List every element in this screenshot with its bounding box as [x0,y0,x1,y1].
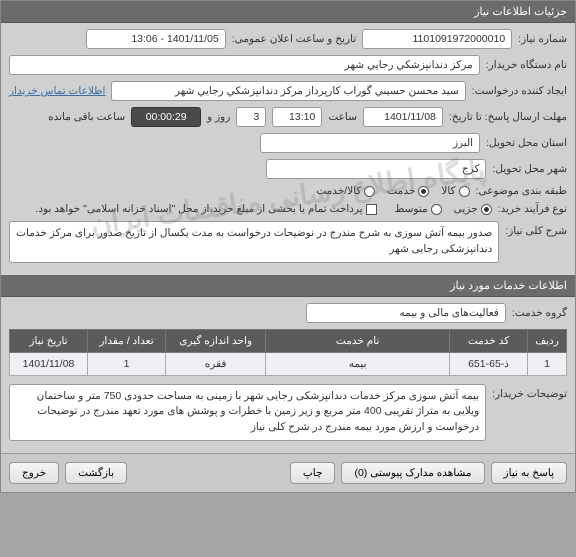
deadline-time: 13:10 [272,107,322,127]
province-value: البرز [260,133,480,153]
col-date: تاریخ نیاز [10,329,88,352]
contact-link[interactable]: اطلاعات تماس خریدار [9,85,105,97]
city-label: شهر محل تحویل: [492,163,567,175]
buyer-notes-value: بیمه آتش سوزی مرکز خدمات دندانپزشکی رجای… [9,384,486,441]
services-area: گروه خدمت: فعالیت‌های مالی و بیمه ردیف ک… [1,297,575,453]
services-table: ردیف کد خدمت نام خدمت واحد اندازه گیری ت… [9,329,567,376]
reply-button[interactable]: پاسخ به نیاز [491,462,567,484]
group-label: گروه خدمت: [512,307,567,319]
creator-label: ایجاد کننده درخواست: [472,85,567,97]
deadline-time-label: ساعت [328,111,357,123]
category-goods-option[interactable]: کالا [441,185,469,197]
col-name: نام خدمت [266,329,450,352]
category-service-option[interactable]: خدمت [387,185,429,197]
col-qty: تعداد / مقدار [88,329,166,352]
need-no-value: 1101091972000010 [362,29,512,49]
announce-label: تاریخ و ساعت اعلان عمومی: [232,33,356,45]
radio-icon [418,186,429,197]
desc-label: شرح کلی نیاز: [505,221,567,237]
form-area: شماره نیاز: 1101091972000010 تاریخ و ساع… [1,23,575,275]
group-value: فعالیت‌های مالی و بیمه [306,303,506,323]
print-button[interactable]: چاپ [290,462,336,484]
process-small-option[interactable]: جزیی [454,203,492,215]
process-small-label: جزیی [454,203,478,215]
process-radio-group: جزیی متوسط [395,203,492,215]
buyer-notes-label: توضیحات خریدار: [492,384,567,400]
col-index: ردیف [528,329,567,352]
deadline-date: 1401/11/08 [363,107,443,127]
cell-qty: 1 [88,352,166,375]
desc-value: صدور بیمه آتش سوزی به شرح مندرج در نوضیح… [9,221,499,263]
radio-icon [481,204,492,215]
spacer [133,462,284,484]
countdown-value: 00:00:29 [131,107,201,127]
category-radio-group: کالا خدمت کالا/خدمت [316,185,469,197]
process-medium-label: متوسط [395,203,428,215]
buyer-value: مركز دندانپزشكي رجايي شهر [9,55,480,75]
col-code: کد خدمت [450,329,528,352]
attachments-button[interactable]: مشاهده مدارک پیوستی (0) [341,462,484,484]
back-button[interactable]: بازگشت [65,462,127,484]
payment-note-item: پرداخت تمام یا بخشی از مبلغ خرید،از محل … [35,203,376,215]
city-value: کرج [266,159,486,179]
buyer-label: نام دستگاه خریدار: [486,59,567,71]
category-label: طبقه بندی موضوعی: [476,185,567,197]
days-label: روز و [207,111,230,123]
table-header-row: ردیف کد خدمت نام خدمت واحد اندازه گیری ت… [10,329,567,352]
cell-unit: فقره [165,352,265,375]
cell-date: 1401/11/08 [10,352,88,375]
deadline-label: مهلت ارسال پاسخ: تا تاریخ: [449,111,567,123]
category-goods-label: کالا [441,185,455,197]
province-label: استان محل تحویل: [486,137,567,149]
days-value: 3 [236,107,266,127]
page-container: پایگاه اطلاع رسانی مناقصات ایران جزئیات … [0,0,576,493]
cell-name: بیمه [266,352,450,375]
radio-icon [431,204,442,215]
checkbox-icon[interactable] [366,204,377,215]
category-both-label: کالا/خدمت [316,185,361,197]
announce-value: 1401/11/05 - 13:06 [86,29,226,49]
services-section-header: اطلاعات خدمات مورد نیاز [1,275,575,297]
process-medium-option[interactable]: متوسط [395,203,442,215]
payment-note-text: پرداخت تمام یا بخشی از مبلغ خرید،از محل … [35,203,362,215]
need-no-label: شماره نیاز: [518,33,567,45]
col-unit: واحد اندازه گیری [165,329,265,352]
creator-value: سيد محسن حسيني گوراب كارپرداز مركز دندان… [111,81,465,101]
cell-code: ذ-65-651 [450,352,528,375]
category-service-label: خدمت [387,185,415,197]
remaining-label: ساعت باقی مانده [48,111,125,123]
table-row[interactable]: 1 ذ-65-651 بیمه فقره 1 1401/11/08 [10,352,567,375]
button-bar: پاسخ به نیاز مشاهده مدارک پیوستی (0) چاپ… [1,453,575,492]
radio-icon [459,186,470,197]
main-section-header: جزئیات اطلاعات نیاز [1,1,575,23]
exit-button[interactable]: خروج [9,462,59,484]
radio-icon [364,186,375,197]
category-both-option[interactable]: کالا/خدمت [316,185,375,197]
cell-index: 1 [528,352,567,375]
process-label: نوع فرآیند خرید: [498,203,567,215]
